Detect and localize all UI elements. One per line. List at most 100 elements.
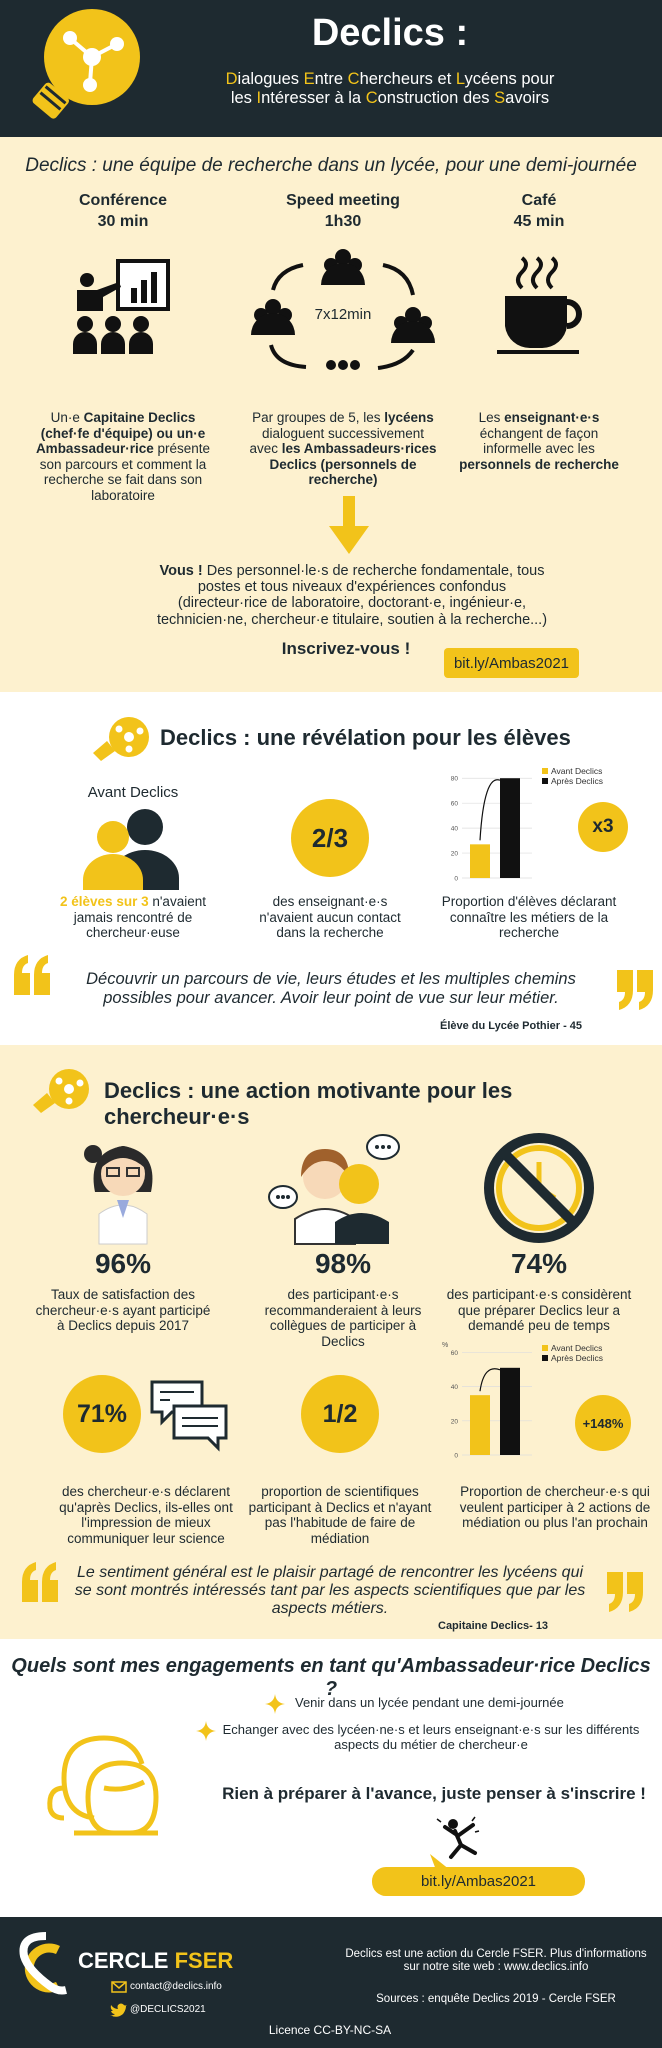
lightbulb-logo-part [44,85,67,105]
step-title: Speed meeting [286,192,400,209]
lightbulb-logo-part [32,82,69,119]
conference-icon-part [105,316,121,332]
legend-label: Après Declics [551,776,603,786]
initial: C [347,70,360,88]
section-icon-part [115,725,123,733]
recommend-icon-part [375,1145,391,1149]
stat-figure: 71% [63,1375,141,1453]
step-duration: 1h30 [324,213,362,230]
heads-icon [47,1735,159,1836]
down-arrow-part [343,496,355,530]
section-icon-part [76,1079,84,1087]
format-section [0,137,662,692]
lightbulb-logo [32,9,140,119]
legend-swatch [542,768,548,774]
jumping-figure-part [474,1830,480,1833]
stat-figure: 2/3 [291,799,369,877]
scientist-icon-part [101,1146,145,1168]
signup-link[interactable]: bit.ly/Ambas2021 [444,648,579,678]
stat-description: Proportion de chercheur·e·s qui veulent … [459,1484,651,1531]
quote-mark [617,970,653,1010]
twitter-icon-part [110,2003,127,2017]
subtitle-line: les Intéresser à la Construction des Sav… [230,89,550,107]
coffee-icon [497,256,582,354]
initial: E [303,70,315,88]
bold-text: Capitaine Declics (chef·fe d'équipe) ou … [35,410,206,457]
subtitle-line: Dialogues Entre Chercheurs et Lycéens po… [225,70,555,88]
jumping-figure-part [459,1843,477,1855]
recommend-icon-part [303,1155,347,1199]
section-heading: Declics : une révélation pour les élèves [160,725,571,750]
legend-swatch [542,1355,548,1361]
jumping-figure-part [436,1816,480,1833]
no-clock-icon-part [484,1133,594,1243]
fser-logo [19,1932,67,1995]
quote-mark-part [22,1562,58,1602]
quote: Découvrir un parcours de vie, leurs étud… [86,970,576,1007]
stat-description: des participant·e·s recommanderaient à l… [264,1287,422,1349]
twitter[interactable]: @DECLICS2021 [130,2004,206,2015]
quote-mark-part [617,970,653,1010]
signup-link[interactable]: bit.ly/Ambas2021 [372,1867,585,1896]
speed-meeting-icon-part [251,313,295,335]
coffee-icon-part [516,256,528,290]
legend-label: Avant Declics [551,1343,602,1353]
conference-icon-part [77,316,93,332]
star-bullet-part [196,1721,216,1741]
people-icon-part [83,854,143,890]
coffee-icon-part [516,256,558,290]
stat-figure: 98% [314,1248,372,1279]
y-tick-label: 20 [451,1418,459,1425]
scientist-icon-part [117,1200,129,1218]
quote-mark [607,1572,643,1612]
note: Rien à préparer à l'avance, juste penser… [222,1784,646,1803]
speed-meeting-icon-part [251,249,435,370]
mail-icon-part [111,1981,127,1993]
text: présente son parcours et comment la rech… [39,441,211,503]
y-tick-label: 60 [451,1350,459,1357]
jumping-figure-part [457,1823,475,1837]
scientist-icon-part [106,1167,120,1177]
quote-author: Élève du Lycée Pothier - 45 [440,1020,583,1032]
initial: L [455,70,465,88]
speed-meeting-icon [251,249,435,370]
heads-icon-part [47,1735,159,1836]
y-tick-label: 0 [454,876,458,883]
section-icon-part [93,741,115,761]
y-tick-label: 20 [451,851,459,858]
recommend-icon-part [375,1145,379,1149]
callout-tail-part [430,1854,450,1870]
initial: D [225,70,238,88]
text: dialoguent successivement avec [249,425,425,457]
speed-meeting-icon-part [326,360,336,370]
coffee-icon-part [497,350,579,354]
text: Proportion d'élèves déclarant connaître … [441,894,617,941]
lightbulb-logo-part [63,31,77,45]
quote-mark [22,1562,58,1602]
quote: Le sentiment général est le plaisir part… [74,1564,586,1618]
recommend-icon-part [286,1195,290,1199]
scientist-icon [84,1145,153,1245]
recommend-icon-part [381,1145,385,1149]
recommend-icon-part [281,1195,285,1199]
star-bullet [196,1721,216,1741]
people-icon-part [97,821,129,853]
jumping-figure-part [471,1816,476,1822]
text: n'avaient jamais rencontré de chercheur·… [73,894,206,941]
conference-icon-part [73,332,97,354]
email[interactable]: contact@declics.info [130,1981,222,1992]
sources: Sources : enquête Declics 2019 - Cercle … [376,1993,616,2005]
section-icon-part [65,1097,73,1105]
speed-meeting-icon-part [269,344,307,369]
coffee-icon-part [566,299,582,329]
speed-meeting-icon-part [265,299,281,315]
section-icon-part [55,1077,84,1105]
stat-description: proportion de scientifiques participant … [248,1484,432,1546]
speed-meeting-icon-part [382,263,415,296]
down-arrow [329,496,369,554]
engagement-item: Echanger avec des lycéen·ne·s et leurs e… [222,1722,640,1752]
initial: I [256,89,262,107]
conference-icon [73,259,170,354]
legend-swatch [542,1345,548,1351]
